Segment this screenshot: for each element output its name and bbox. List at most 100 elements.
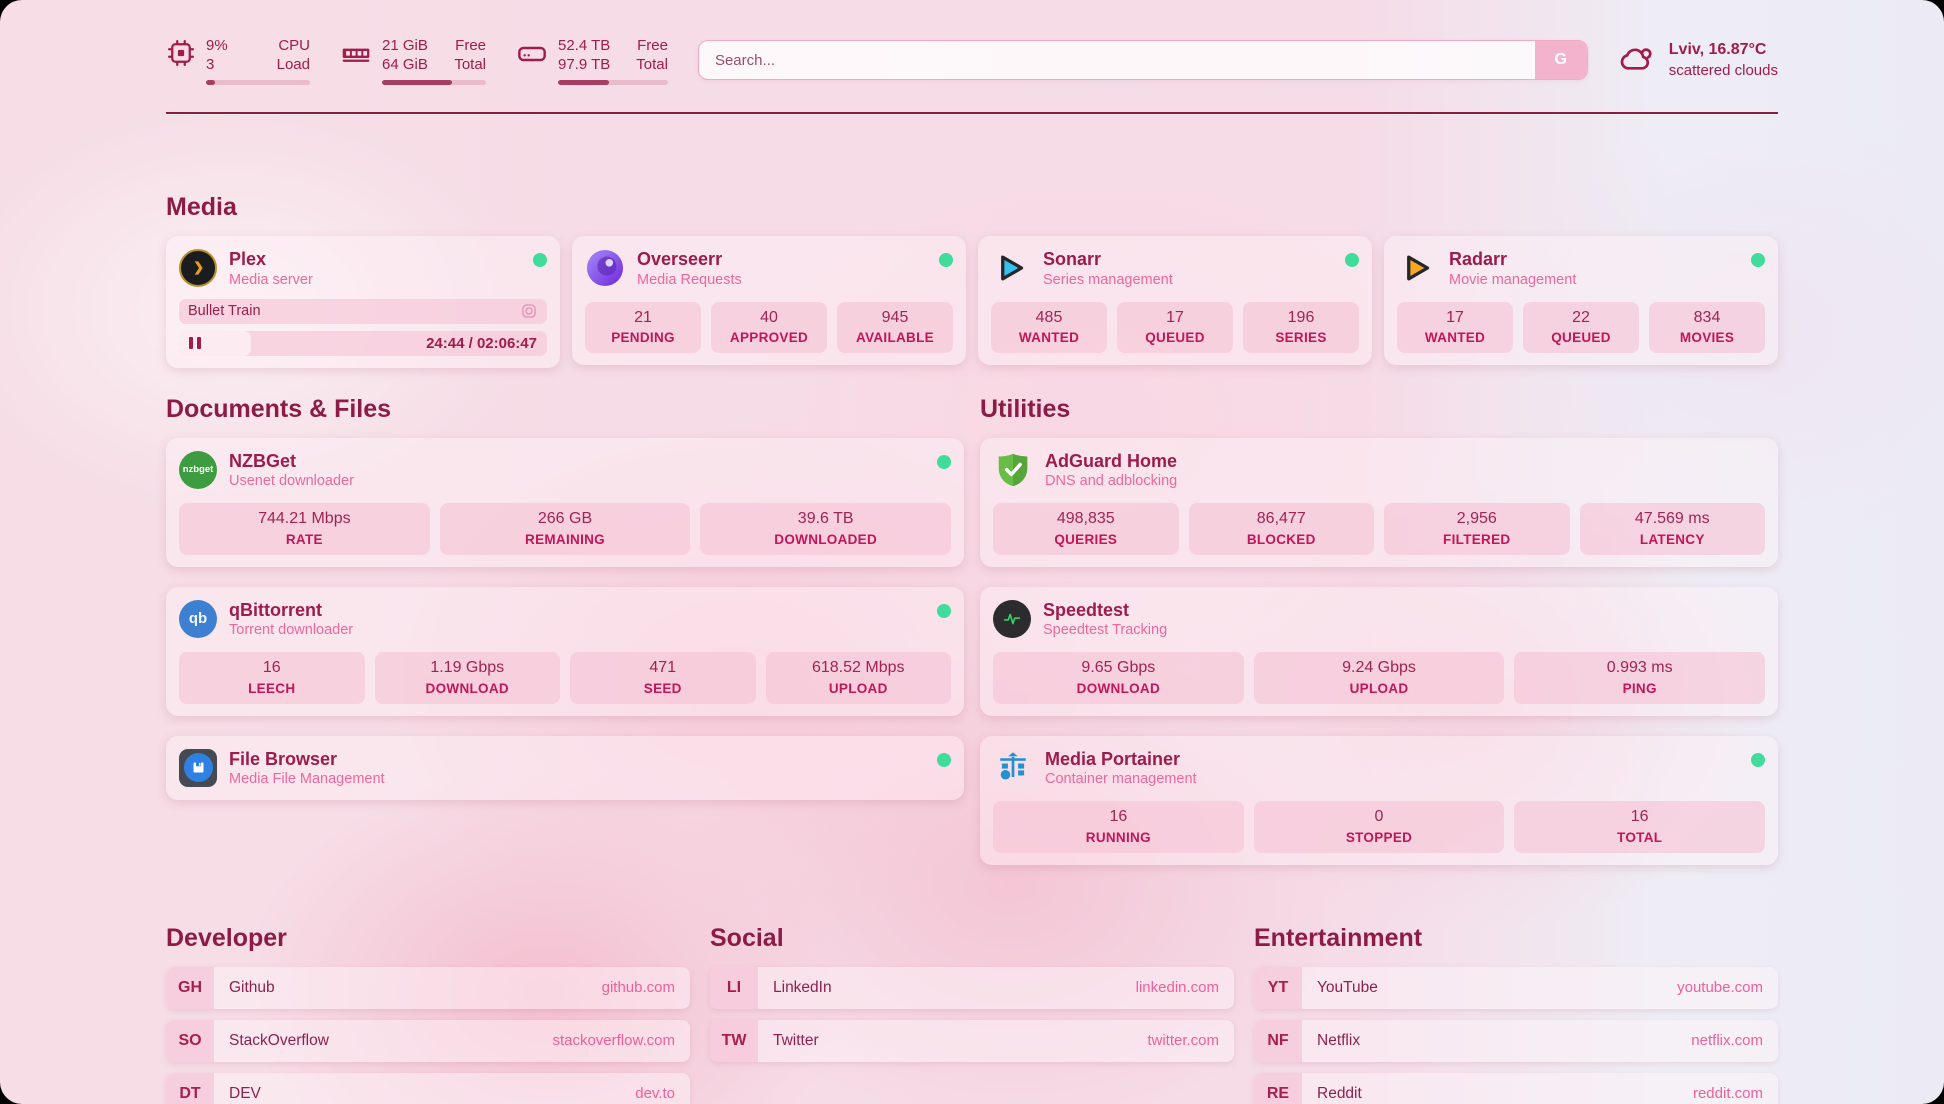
service-name: Sonarr [1043,249,1102,269]
qbittorrent-icon: qb [179,599,217,638]
service-name: Plex [229,249,267,269]
disk-labels: Free Total [636,36,668,74]
service-link-radarr[interactable]: Radarr Movie management [1397,248,1765,289]
speedtest-icon [993,599,1031,638]
stat-filtered: 2,956 FILTERED [1384,503,1570,555]
bookmark-netflix[interactable]: NF Netflix netflix.com [1254,1019,1778,1062]
bookmark-url: dev.to [635,1085,675,1103]
bookmark-linkedin[interactable]: LI LinkedIn linkedin.com [710,966,1234,1009]
sonarr-icon [991,248,1031,288]
stat-queued: 17 QUEUED [1117,301,1233,353]
service-name: File Browser [229,748,338,769]
service-name: Media Portainer [1045,748,1181,769]
disk-values: 52.4 TB 97.9 TB [558,36,611,74]
service-link-adguard[interactable]: AdGuard Home DNS and adblocking [993,450,1765,491]
service-link-nzbget[interactable]: nzbget NZBGet Usenet downloader [179,450,951,491]
top-bar: 9% 3 CPU Load [166,0,1778,85]
service-name: Overseerr [637,249,723,269]
cloud-icon [1618,39,1656,82]
section-social: Social LI LinkedIn linkedin.com TW Twitt… [710,923,1234,1062]
service-description: Speedtest Tracking [1043,622,1168,639]
service-link-speedtest[interactable]: Speedtest Speedtest Tracking [993,599,1765,640]
bookmark-url: stackoverflow.com [552,1032,675,1050]
bookmark-stackoverflow[interactable]: SO StackOverflow stackoverflow.com [166,1019,690,1062]
memory-progress-bar [382,79,486,85]
service-description: Torrent downloader [229,622,354,639]
radarr-icon [1397,248,1437,288]
bookmark-url: youtube.com [1677,979,1763,997]
service-description: Container management [1045,771,1197,788]
stat-wanted: 485 WANTED [991,301,1107,353]
stat-latency: 47.569 ms LATENCY [1579,503,1765,555]
service-description: Media server [229,271,313,288]
service-name: Radarr [1449,249,1508,269]
cpu-widget: 9% 3 CPU Load [166,36,310,85]
portainer-icon [993,748,1033,788]
stat-ping: 0.993 ms PING [1514,652,1766,704]
pause-icon[interactable] [189,337,201,350]
stat-series: 196 SERIES [1243,301,1359,353]
memory-icon [340,38,372,70]
bookmark-twitter[interactable]: TW Twitter twitter.com [710,1019,1234,1062]
bookmark-reddit[interactable]: RE Reddit reddit.com [1254,1072,1778,1104]
stat-download: 1.19 Gbps DOWNLOAD [374,652,560,704]
status-dot [1751,253,1765,267]
bookmark-abbr: YT [1254,966,1302,1009]
search-provider-button[interactable]: G [1534,41,1587,79]
service-link-overseerr[interactable]: Overseerr Media Requests [585,248,953,289]
weather-widget[interactable]: Lviv, 16.87°C scattered clouds [1618,39,1778,82]
bookmark-abbr: NF [1254,1019,1302,1062]
status-dot [939,253,953,267]
bookmark-youtube[interactable]: YT YouTube youtube.com [1254,966,1778,1009]
bookmark-github[interactable]: GH Github github.com [166,966,690,1009]
stat-rate: 744.21 Mbps RATE [179,503,430,555]
service-card-adguard: AdGuard Home DNS and adblocking 498,835 … [980,437,1778,567]
stat-stopped: 0 STOPPED [1253,801,1505,853]
bookmark-url: linkedin.com [1135,979,1219,997]
bookmark-name: StackOverflow [229,1031,329,1049]
service-link-plex[interactable]: Plex Media server [179,248,547,289]
playback-time: 24:44 / 02:06:47 [426,334,537,352]
search-input[interactable] [698,41,1535,79]
status-dot [937,454,951,469]
section-title-utilities: Utilities [980,394,1071,423]
record-icon [520,302,538,320]
stat-total: 16 TOTAL [1514,801,1766,853]
stat-queries: 498,835 QUERIES [993,503,1179,555]
cpu-icon [166,38,196,68]
service-card-sonarr: Sonarr Series management 485 WANTED 17 Q… [978,236,1372,365]
service-link-qbittorrent[interactable]: qb qBittorrent Torrent downloader [179,599,951,640]
bookmark-name: Twitter [773,1031,819,1049]
status-dot [1751,752,1765,767]
status-dot [937,603,951,618]
stat-movies: 834 MOVIES [1649,301,1765,353]
service-card-filebrowser: File Browser Media File Management [166,735,964,801]
section-title-entertainment: Entertainment [1254,923,1423,952]
disk-progress-bar [558,79,668,85]
section-title-documents: Documents & Files [166,394,392,423]
bookmark-abbr: DT [166,1072,214,1104]
stat-blocked: 86,477 BLOCKED [1188,503,1374,555]
service-link-portainer[interactable]: Media Portainer Container management [993,748,1765,789]
stat-approved: 40 APPROVED [711,301,827,353]
disk-widget: 52.4 TB 97.9 TB Free Total [516,36,668,85]
service-description: DNS and adblocking [1045,473,1178,490]
memory-widget: 21 GiB 64 GiB Free Total [340,36,486,85]
memory-labels: Free Total [454,36,486,74]
now-playing-row: Bullet Train [179,298,547,324]
section-utilities: Utilities [980,394,1778,865]
stat-upload: 9.24 Gbps UPLOAD [1253,652,1505,704]
bookmark-dev[interactable]: DT DEV dev.to [166,1072,690,1104]
service-link-sonarr[interactable]: Sonarr Series management [991,248,1359,289]
bookmark-name: Github [229,978,275,996]
bookmark-url: github.com [601,979,675,997]
section-title-media: Media [166,193,237,221]
stat-available: 945 AVAILABLE [837,301,953,353]
bookmark-abbr: GH [166,966,214,1009]
service-link-filebrowser[interactable]: File Browser Media File Management [179,748,951,789]
service-description: Media File Management [229,771,385,788]
now-playing-title: Bullet Train [188,303,261,320]
stat-upload: 618.52 Mbps UPLOAD [765,652,951,704]
nzbget-icon: nzbget [179,450,217,489]
stat-queued: 22 QUEUED [1523,301,1639,353]
